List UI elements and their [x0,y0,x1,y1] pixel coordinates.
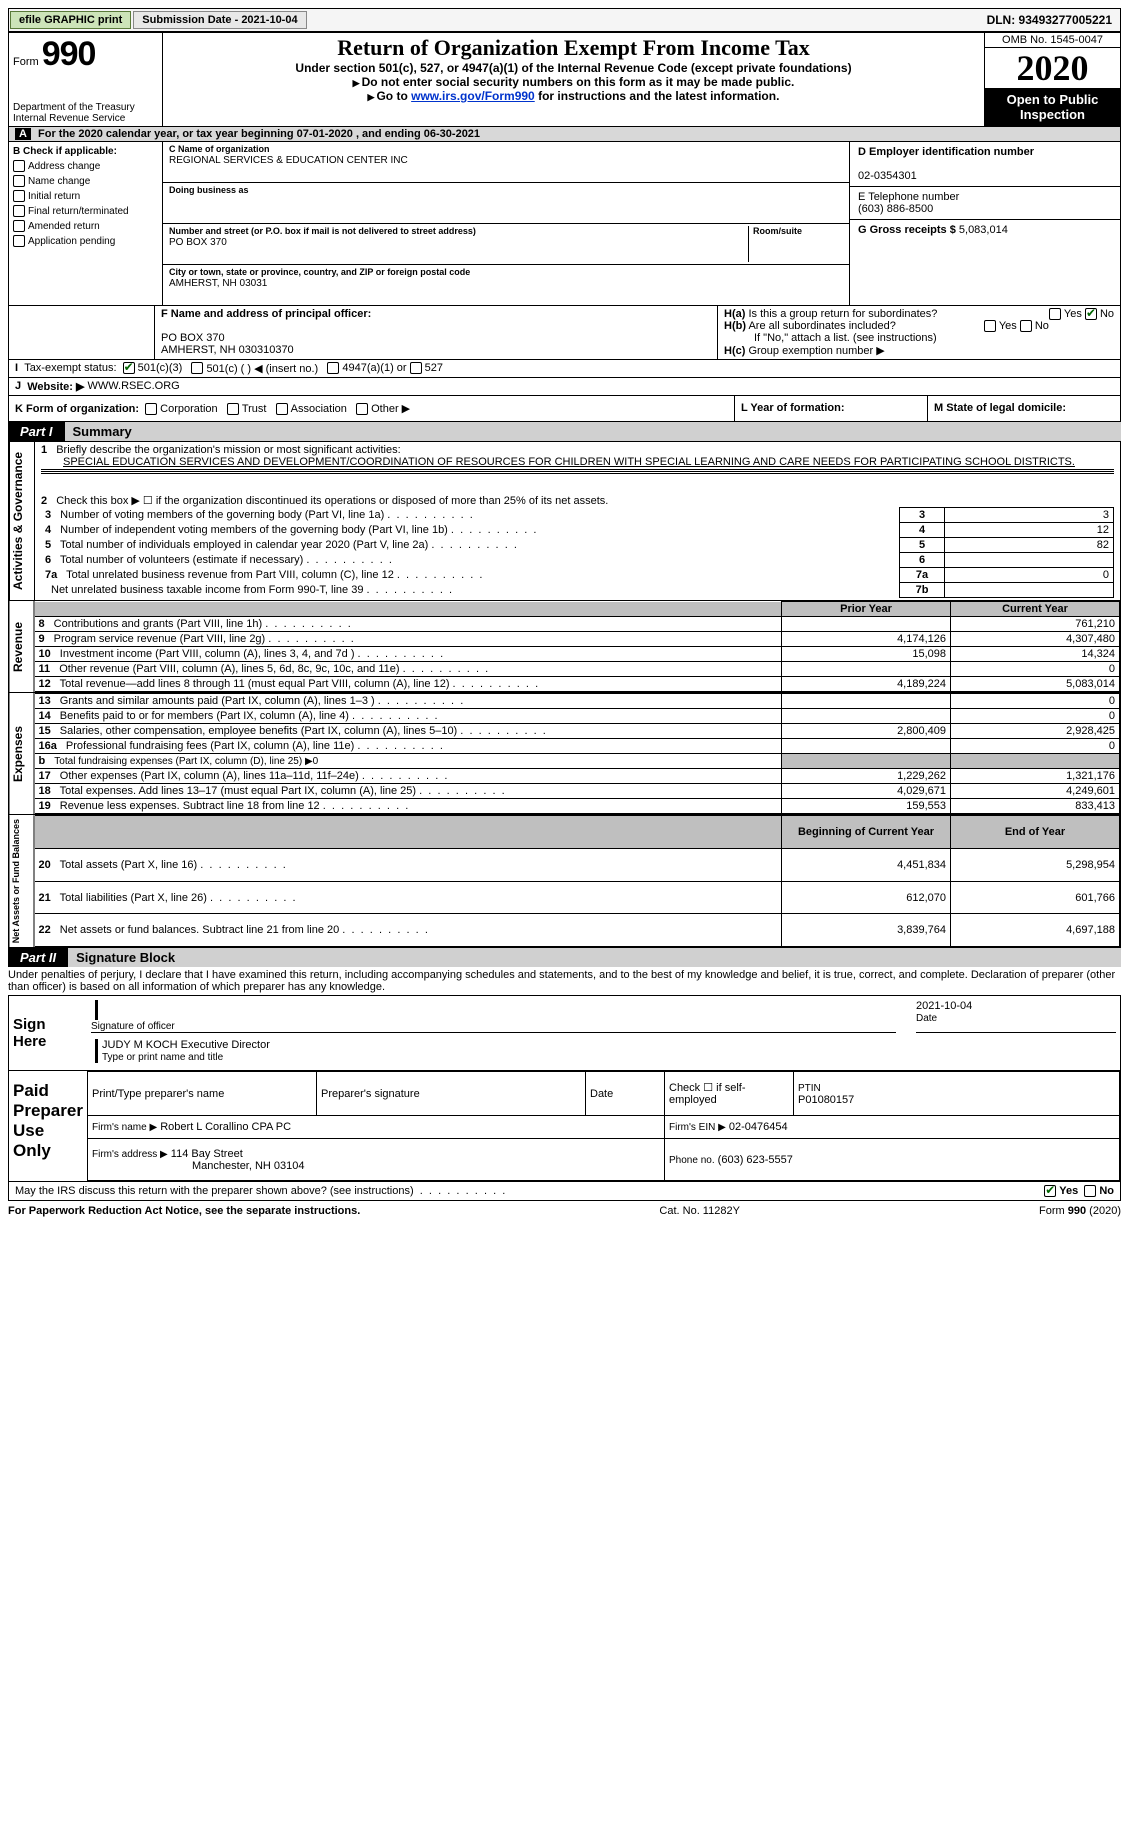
chk-501c[interactable] [191,362,203,374]
firm-ein: 02-0476454 [729,1121,788,1133]
firm-name: Robert L Corallino CPA PC [160,1121,291,1133]
efile-graphic-btn[interactable]: efile GRAPHIC print [10,11,131,29]
mission: SPECIAL EDUCATION SERVICES AND DEVELOPME… [63,456,1114,468]
form-prefix: Form [13,56,39,68]
sign-date: 2021-10-04 [916,1000,972,1012]
firm-phone: (603) 623-5557 [718,1154,793,1166]
topbar: efile GRAPHIC print Submission Date - 20… [8,8,1121,32]
form-header: Form 990 Department of the Treasury Inte… [8,32,1121,127]
goto-arrow: Go to [368,89,412,103]
form-title: Return of Organization Exempt From Incom… [169,35,978,61]
officer-addr2: AMHERST, NH 030310370 [161,344,294,356]
discuss-yes[interactable] [1044,1185,1056,1197]
ha-yes[interactable] [1049,308,1061,320]
revenue-table: Prior Year Current Year 8 Contributions … [35,601,1121,692]
telephone: (603) 886-8500 [858,203,933,215]
form-number: 990 [42,35,96,73]
ha-no[interactable] [1085,308,1097,320]
col-c: C Name of organization REGIONAL SERVICES… [163,142,849,305]
chk-501c3[interactable] [123,362,135,374]
expenses-table: 13 Grants and similar amounts paid (Part… [35,693,1121,814]
section-a-bar: A For the 2020 calendar year, or tax yea… [8,127,1121,142]
chk-address-change[interactable] [13,160,25,172]
vert-expenses: Expenses [9,693,35,814]
vert-net: Net Assets or Fund Balances [9,815,35,947]
part2-header: Part II Signature Block [8,948,1121,967]
vert-governance: Activities & Governance [9,442,35,600]
irs-link[interactable]: www.irs.gov/Form990 [411,89,535,103]
org-name: REGIONAL SERVICES & EDUCATION CENTER INC [169,155,408,166]
dln-number: DLN: 93493277005221 [987,13,1120,27]
org-city: AMHERST, NH 03031 [169,278,267,289]
officer-name: JUDY M KOCH Executive Director [102,1039,270,1051]
submission-date: Submission Date - 2021-10-04 [133,11,306,29]
org-address: PO BOX 370 [169,237,227,248]
hb-no[interactable] [1020,320,1032,332]
part1-header: Part I Summary [8,422,1121,441]
chk-4947[interactable] [327,362,339,374]
website-url: WWW.RSEC.ORG [87,380,179,393]
footer: For Paperwork Reduction Act Notice, see … [8,1201,1121,1217]
chk-corp[interactable] [145,403,157,415]
hb-yes[interactable] [984,320,996,332]
ein: 02-0354301 [858,170,917,182]
section-b-to-g: B Check if applicable: Address change Na… [8,142,1121,306]
ssn-note: Do not enter social security numbers on … [169,75,978,89]
col-d-e-g: D Employer identification number 02-0354… [849,142,1120,305]
vert-revenue: Revenue [9,601,35,692]
chk-assoc[interactable] [276,403,288,415]
chk-pending[interactable] [13,235,25,247]
chk-name-change[interactable] [13,175,25,187]
declaration: Under penalties of perjury, I declare th… [8,967,1121,995]
dept-treasury: Department of the Treasury Internal Reve… [13,102,158,124]
col-b: B Check if applicable: Address change Na… [9,142,163,305]
section-f-label: F Name and address of principal officer: [161,308,371,320]
tax-year: 2020 [985,48,1120,88]
net-table: Beginning of Current Year End of Year 20… [35,815,1121,947]
ptin: P01080157 [798,1094,854,1106]
goto-post: for instructions and the latest informat… [538,89,779,103]
paid-preparer-block: Paid Preparer Use Only Print/Type prepar… [8,1071,1121,1182]
omb-number: OMB No. 1545-0047 [985,33,1120,48]
firm-addr: 114 Bay Street [171,1148,243,1160]
chk-other[interactable] [356,403,368,415]
discuss-no[interactable] [1084,1185,1096,1197]
gov-table: 3 Number of voting members of the govern… [41,507,1114,598]
chk-trust[interactable] [227,403,239,415]
form-subtitle: Under section 501(c), 527, or 4947(a)(1)… [169,61,978,75]
chk-initial[interactable] [13,190,25,202]
officer-addr1: PO BOX 370 [161,332,225,344]
open-public: Open to Public Inspection [985,88,1120,126]
firm-city: Manchester, NH 03104 [192,1160,305,1172]
chk-527[interactable] [410,362,422,374]
gross-receipts: 5,083,014 [959,224,1008,236]
chk-amended[interactable] [13,220,25,232]
chk-final[interactable] [13,205,25,217]
sign-block: Sign Here Signature of officer 2021-10-0… [8,995,1121,1071]
